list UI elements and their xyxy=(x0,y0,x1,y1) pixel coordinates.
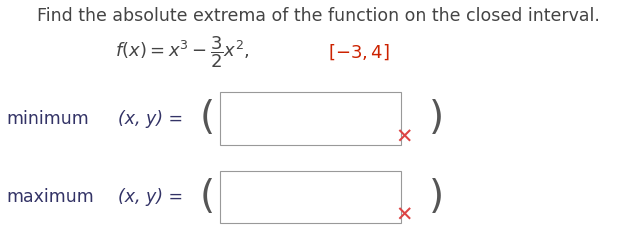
Text: minimum: minimum xyxy=(6,109,89,128)
Text: maximum: maximum xyxy=(6,188,94,206)
Text: ✕: ✕ xyxy=(396,206,413,226)
Text: (x, y) =: (x, y) = xyxy=(118,109,183,128)
Text: $f(x) = x^3 - \dfrac{3}{2}x^2,$: $f(x) = x^3 - \dfrac{3}{2}x^2,$ xyxy=(115,34,250,70)
FancyBboxPatch shape xyxy=(220,171,401,223)
Text: $[-3, 4]$: $[-3, 4]$ xyxy=(328,42,390,62)
FancyBboxPatch shape xyxy=(220,92,401,145)
Text: (: ( xyxy=(199,178,215,216)
Text: ✕: ✕ xyxy=(396,128,413,147)
Text: ): ) xyxy=(429,100,444,137)
Text: (: ( xyxy=(199,100,215,137)
Text: ): ) xyxy=(429,178,444,216)
Text: (x, y) =: (x, y) = xyxy=(118,188,183,206)
Text: Find the absolute extrema of the function on the closed interval.: Find the absolute extrema of the functio… xyxy=(37,7,600,25)
